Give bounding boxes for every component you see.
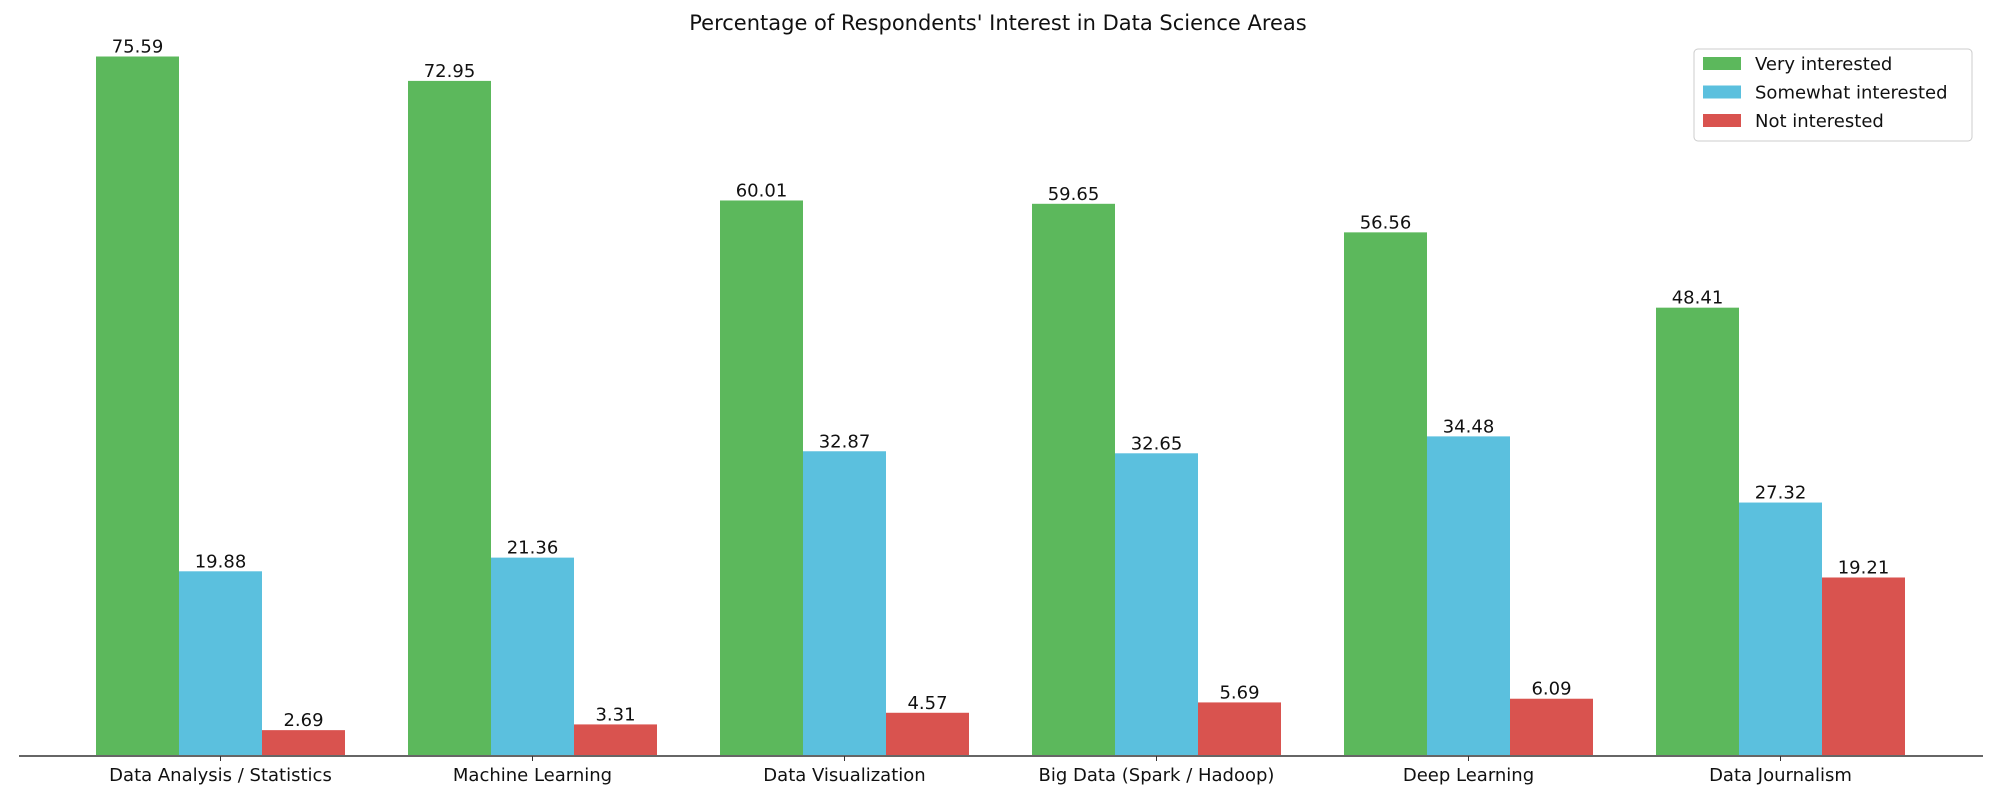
data-label-not-interested-data-journalism: 19.21 xyxy=(1838,557,1890,578)
data-labels-layer: 75.59 19.88 2.69 72.95 21.36 3.31 60.01 32.87 4.… xyxy=(112,37,1890,732)
legend-items: Very interested Somewhat interested Not in… xyxy=(1703,54,1948,132)
data-label-very-interested-deep-learning: 56.56 xyxy=(1360,212,1412,233)
data-label-somewhat-interested-machine-learning: 21.36 xyxy=(507,538,559,559)
bar-not-interested-data-journalism xyxy=(1822,577,1905,755)
bar-very-interested-data-journalism xyxy=(1656,307,1739,755)
x-tick-label-deep-learning: Deep Learning xyxy=(1403,765,1534,786)
data-label-not-interested-data-visualization: 4.57 xyxy=(907,693,947,714)
bar-very-interested-deep-learning xyxy=(1344,232,1427,756)
data-label-not-interested-machine-learning: 3.31 xyxy=(595,704,635,725)
bar-very-interested-data-visualization xyxy=(720,200,803,755)
legend-swatch-not-interested xyxy=(1703,114,1741,127)
data-label-somewhat-interested-deep-learning: 34.48 xyxy=(1443,416,1495,437)
bar-somewhat-interested-data-journalism xyxy=(1739,502,1822,755)
x-axis-ticks: Data Analysis / Statistics Machine Learni… xyxy=(109,756,1852,786)
bar-very-interested-machine-learning xyxy=(408,80,491,756)
legend-frame xyxy=(1693,48,1973,142)
legend-label-not-interested: Not interested xyxy=(1755,111,1884,132)
bar-not-interested-data-visualization xyxy=(886,712,969,755)
data-label-very-interested-big-data-spark-hadoop: 59.65 xyxy=(1048,184,1100,205)
x-tick-label-data-visualization: Data Visualization xyxy=(763,765,925,786)
data-label-very-interested-data-journalism: 48.41 xyxy=(1672,288,1724,309)
legend: Very interested Somewhat interested Not in… xyxy=(1693,48,1973,142)
data-label-somewhat-interested-data-visualization: 32.87 xyxy=(819,431,871,452)
legend-swatch-somewhat-interested xyxy=(1703,85,1741,99)
data-label-not-interested-data-analysis-statistics: 2.69 xyxy=(283,710,323,731)
data-label-somewhat-interested-big-data-spark-hadoop: 32.65 xyxy=(1131,433,1183,454)
chart-title: Percentage of Respondents' Interest in D… xyxy=(689,11,1307,35)
x-tick-label-data-analysis-statistics: Data Analysis / Statistics xyxy=(109,765,332,786)
x-tick-label-big-data-spark-hadoop: Big Data (Spark / Hadoop) xyxy=(1039,765,1275,786)
bar-not-interested-big-data-spark-hadoop xyxy=(1198,702,1281,755)
bar-somewhat-interested-data-visualization xyxy=(803,451,886,755)
bar-not-interested-data-analysis-statistics xyxy=(262,730,345,755)
data-label-not-interested-big-data-spark-hadoop: 5.69 xyxy=(1219,682,1259,703)
data-label-very-interested-data-analysis-statistics: 75.59 xyxy=(112,37,164,58)
bar-somewhat-interested-machine-learning xyxy=(491,557,574,755)
data-label-very-interested-data-visualization: 60.01 xyxy=(736,180,788,201)
bar-not-interested-machine-learning xyxy=(574,724,657,755)
legend-label-somewhat-interested: Somewhat interested xyxy=(1755,83,1948,104)
x-tick-label-data-journalism: Data Journalism xyxy=(1709,765,1852,786)
data-label-somewhat-interested-data-journalism: 27.32 xyxy=(1755,483,1807,504)
data-label-not-interested-deep-learning: 6.09 xyxy=(1531,679,1571,700)
data-label-somewhat-interested-data-analysis-statistics: 19.88 xyxy=(195,551,247,572)
x-tick-label-machine-learning: Machine Learning xyxy=(453,765,612,786)
data-label-very-interested-machine-learning: 72.95 xyxy=(424,61,476,82)
bar-not-interested-deep-learning xyxy=(1510,698,1593,755)
bar-somewhat-interested-deep-learning xyxy=(1427,436,1510,755)
bar-somewhat-interested-data-analysis-statistics xyxy=(179,571,262,755)
legend-swatch-very-interested xyxy=(1703,57,1741,70)
legend-label-very-interested: Very interested xyxy=(1755,54,1892,75)
bar-very-interested-data-analysis-statistics xyxy=(96,56,179,755)
bar-somewhat-interested-big-data-spark-hadoop xyxy=(1115,453,1198,755)
bar-very-interested-big-data-spark-hadoop xyxy=(1032,203,1115,755)
bars-layer xyxy=(96,56,1905,756)
